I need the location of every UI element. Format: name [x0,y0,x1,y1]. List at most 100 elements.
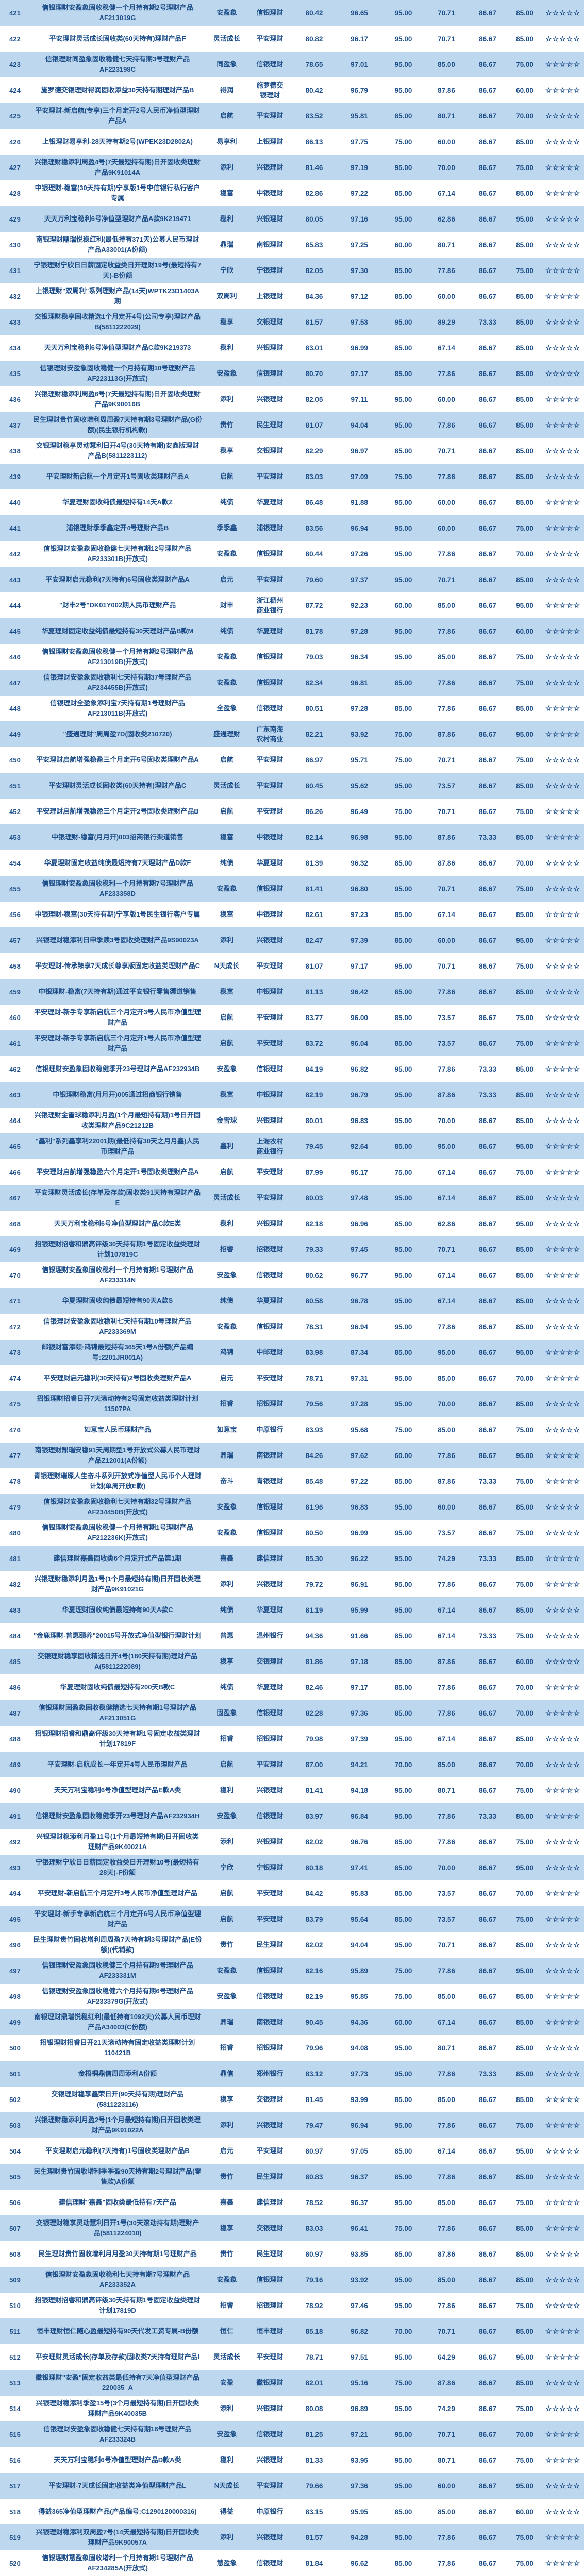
score-cell-2: 95.64 [337,1906,381,1932]
rank-value: 512 [9,2353,21,2361]
company-name-text: 信银理财 [256,2559,283,2567]
score-value-1: 80.83 [305,2173,323,2181]
table-row: 457 兴银理财稳添利日申季赎3号固收类理财产品9S90023A 添利 兴银理财… [0,927,584,953]
score-cell-4: 89.29 [425,309,468,335]
star-icons: ☆☆☆☆☆ [545,1734,580,1743]
score-cell-1: 84.26 [291,1443,337,1468]
score-cell-3: 85.00 [381,696,425,721]
product-name-text: 浦银理财季季鑫定开4号理财产品B [66,523,169,532]
series-name-text: 稳利 [220,215,233,223]
score-value-5: 86.67 [479,601,496,609]
company-name-text: 南银理财 [256,2018,283,2026]
score-value-2: 97.09 [351,472,368,481]
company-cell: 平安理财 [248,799,291,824]
product-name-text: 信银理财安盈象固收稳健一个月持有期1号理财产品AF212236K(开放式) [42,1523,193,1541]
score-value-4: 67.14 [438,344,455,352]
score-value-6: 75.00 [516,2456,533,2464]
series-cell: 贵竹 [205,1932,248,1958]
table-row: 511 恒丰理财恒仁随心盈最短持有90天代发工资专属-B份额 恒仁 恒丰理财 8… [0,2318,584,2344]
score-value-5: 86.67 [479,1245,496,1253]
score-value-2: 96.79 [351,1091,368,1099]
score-cell-3: 75.00 [381,1417,425,1443]
score-value-6: 95.00 [516,1142,533,1150]
score-cell-6: 60.00 [508,618,542,644]
product-name: 信银理财安盈象固收稳健七天持有期16号理财产品AF233324B [30,2421,205,2447]
product-name-text: 平安理财启航增强稳盈三个月定开2号固收类理财产品B [36,807,199,815]
score-value-3: 95.00 [394,1812,412,1820]
score-value-5: 73.33 [479,833,496,841]
score-value-2: 97.28 [351,627,368,635]
star-icons: ☆☆☆☆☆ [545,523,580,532]
score-cell-1: 80.44 [291,541,337,567]
score-value-3: 95.00 [394,2482,412,2490]
table-row: 491 信银理财安盈象固收稳健季开23号理财产品AF232934H 安盈象 信银… [0,1803,584,1829]
rank-cell: 443 [0,567,30,592]
rank-value: 493 [9,1863,21,1872]
score-cell-5: 86.67 [468,1958,508,1984]
score-cell-6: 75.00 [508,155,542,180]
star-rating: ☆☆☆☆☆ [542,26,584,52]
score-cell-2: 96.79 [337,1082,381,1108]
rank-value: 473 [9,1348,21,1357]
company-cell: 信银理财 [248,1958,291,1984]
score-cell-1: 85.30 [291,1546,337,1571]
company-cell: 平安理财 [248,1185,291,1211]
series-name-text: 稳富 [220,189,233,197]
score-value-6: 85.00 [516,1065,533,1073]
score-cell-2: 96.81 [337,670,381,696]
score-cell-2: 97.28 [337,696,381,721]
score-value-2: 95.85 [351,1992,368,2001]
score-value-2: 95.89 [351,1967,368,1975]
score-cell-5: 73.33 [468,2061,508,2087]
score-cell-6: 70.00 [508,2421,542,2447]
company-name-text: 平安理财 [256,2353,283,2361]
score-value-4: 67.14 [438,1168,455,1176]
rank-value: 500 [9,2044,21,2052]
series-name-text: 稳利 [220,2456,233,2464]
score-cell-5: 73.33 [468,1803,508,1829]
product-name: 兴银理财金雪球稳添利月盈(1个月最短持有期)1号日开固收类理财产品9C21212… [30,1108,205,1133]
score-cell-2: 97.30 [337,258,381,283]
score-value-1: 87.99 [305,1168,323,1176]
company-cell: 信银理财 [248,670,291,696]
product-name-text: 南银理财鼎瑞悦稳红利(最低持有371天)公募人民币理财产品A33001(A份额) [36,235,199,253]
score-value-5: 86.67 [479,2224,496,2232]
score-value-3: 85.00 [394,266,412,275]
star-icons: ☆☆☆☆☆ [545,498,580,506]
star-icons: ☆☆☆☆☆ [545,1683,580,1691]
score-cell-3: 85.00 [381,283,425,309]
score-value-2: 93.92 [351,2276,368,2284]
score-cell-3: 95.00 [381,1185,425,1211]
series-cell: 同盈象 [205,52,248,77]
product-name-text: 上银理财易享利-28天持有期2号(WPEK23D2802A) [42,137,193,145]
product-name: 华夏理财固收纯债最短持有14天A款Z [30,489,205,515]
score-value-4: 87.86 [438,859,455,867]
score-cell-6: 85.00 [508,1494,542,1520]
score-value-2: 97.18 [351,1657,368,1666]
score-value-1: 80.97 [305,2147,323,2155]
score-value-5: 86.67 [479,112,496,120]
rank-cell: 458 [0,953,30,979]
score-cell-3: 95.00 [381,1546,425,1571]
score-value-4: 67.14 [438,189,455,197]
score-cell-6: 75.00 [508,953,542,979]
series-name-text: 安盈象 [216,9,237,17]
product-name-text: 上银理财"双周利"系列理财产品(14天)WPTK23D1403A期 [36,286,199,305]
star-rating: ☆☆☆☆☆ [542,2550,584,2576]
star-icons: ☆☆☆☆☆ [545,137,580,146]
rank-value: 517 [9,2482,21,2490]
product-name: 平安理财新启航一个月定开1号固收类理财产品A [30,464,205,489]
score-cell-4: 70.00 [425,155,468,180]
score-value-5: 86.67 [479,1786,496,1794]
score-cell-6: 85.00 [508,361,542,386]
star-icons: ☆☆☆☆☆ [545,1605,580,1614]
company-cell: 浦银理财 [248,515,291,541]
product-name: 恒丰理财恒仁随心盈最短持有90天代发工资专属-B份额 [30,2318,205,2344]
score-cell-4: 77.86 [425,1056,468,1082]
score-cell-2: 97.28 [337,618,381,644]
product-name: 平安理财-新手专享新启航三个月定开3号人民币净值型理财产品 [30,1005,205,1030]
score-cell-5: 86.67 [468,438,508,464]
score-cell-4: 70.71 [425,1236,468,1262]
series-name-text: 金雪球 [216,1116,237,1125]
company-cell: 交银理财 [248,2215,291,2241]
